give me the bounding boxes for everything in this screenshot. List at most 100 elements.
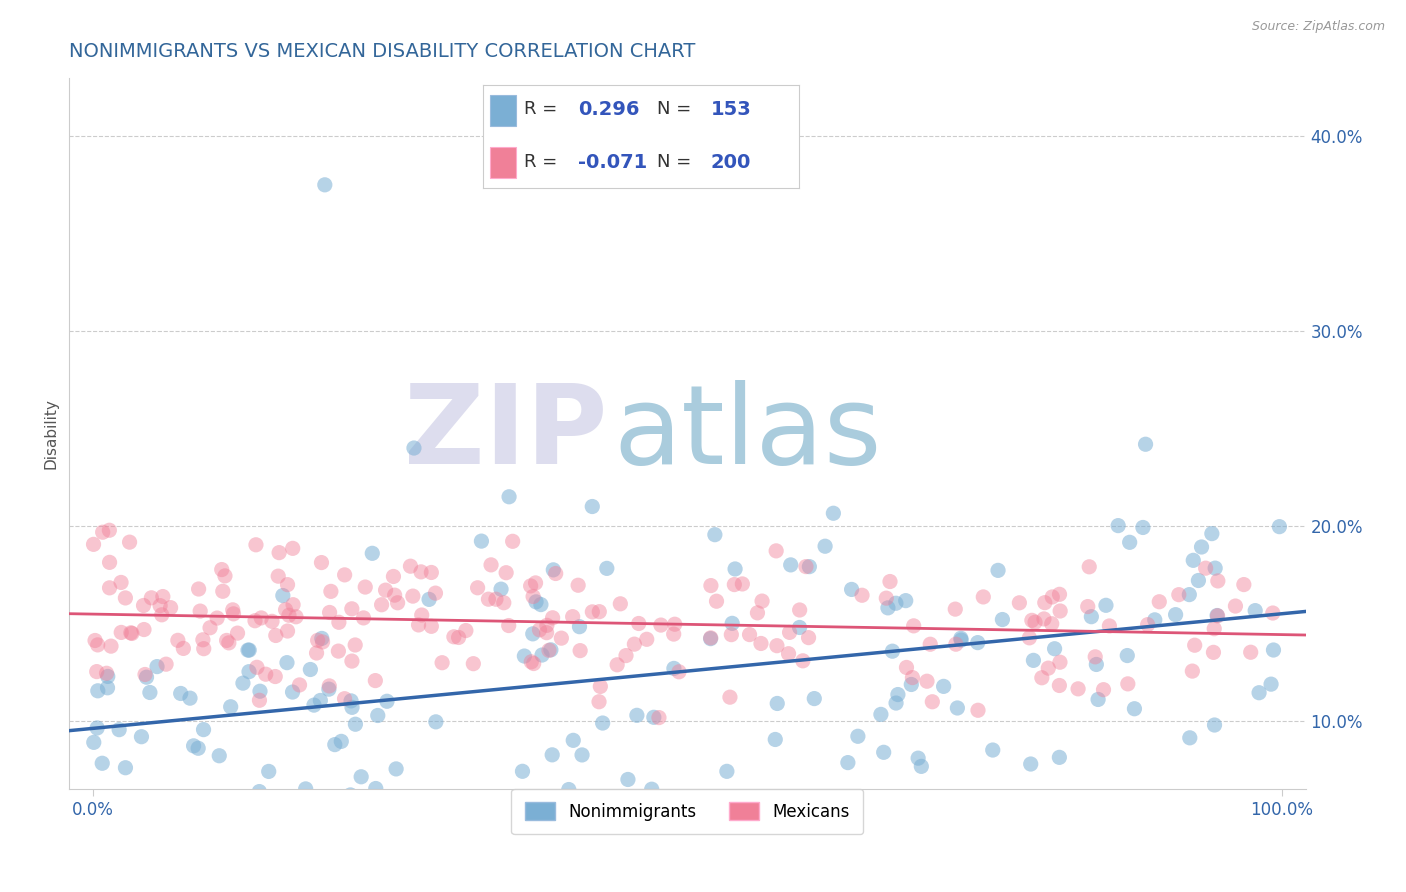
Point [187, 582, 209, 596]
Point [530, 598, 553, 612]
Point [882, 644, 904, 658]
Point [307, 633, 329, 648]
Point [264, 669, 287, 683]
Point [987, 563, 1010, 577]
Point [1008, 596, 1031, 610]
Point [340, 700, 363, 714]
Point [155, 657, 177, 672]
Point [766, 639, 789, 653]
Point [841, 582, 863, 597]
Point [1019, 757, 1042, 772]
Point [1078, 559, 1101, 574]
Point [318, 682, 340, 697]
Point [86, 721, 108, 735]
Point [485, 592, 508, 607]
Point [100, 639, 122, 653]
Point [1206, 608, 1229, 623]
Point [302, 698, 325, 712]
Point [375, 694, 398, 708]
Point [789, 620, 811, 634]
Point [318, 606, 340, 620]
Point [353, 611, 375, 625]
Point [823, 506, 845, 520]
Point [409, 565, 432, 579]
Point [981, 743, 1004, 757]
Point [721, 616, 744, 631]
Point [1143, 613, 1166, 627]
Point [589, 680, 612, 694]
Point [311, 632, 333, 646]
Point [118, 535, 141, 549]
Point [281, 598, 304, 612]
Point [238, 665, 260, 679]
Y-axis label: Disability: Disability [44, 398, 58, 469]
Point [208, 800, 231, 814]
Point [870, 707, 893, 722]
Point [361, 546, 384, 560]
Point [408, 618, 430, 632]
Point [519, 579, 541, 593]
Point [1018, 631, 1040, 645]
Point [1184, 638, 1206, 652]
Point [778, 647, 800, 661]
Point [513, 648, 536, 663]
Point [218, 636, 240, 650]
Point [132, 623, 155, 637]
Legend: Nonimmigrants, Mexicans: Nonimmigrants, Mexicans [512, 789, 863, 834]
Point [720, 627, 742, 641]
Point [247, 784, 270, 798]
Point [281, 541, 304, 556]
Point [131, 730, 153, 744]
Point [562, 733, 585, 747]
Point [1135, 437, 1157, 451]
Point [1022, 653, 1045, 667]
Point [188, 604, 211, 618]
Point [1202, 645, 1225, 659]
Point [643, 710, 665, 724]
Point [1049, 587, 1071, 601]
Point [198, 621, 221, 635]
Point [150, 607, 173, 622]
Point [214, 569, 236, 583]
Point [132, 599, 155, 613]
Point [706, 594, 728, 608]
Point [328, 615, 350, 630]
Point [193, 641, 215, 656]
Point [943, 602, 966, 616]
Point [120, 625, 142, 640]
Point [877, 600, 900, 615]
Point [141, 591, 163, 605]
Point [763, 732, 786, 747]
Point [1095, 599, 1118, 613]
Point [966, 635, 988, 649]
Point [333, 691, 356, 706]
Point [420, 619, 443, 633]
Point [250, 611, 273, 625]
Text: NONIMMIGRANTS VS MEXICAN DISABILITY CORRELATION CHART: NONIMMIGRANTS VS MEXICAN DISABILITY CORR… [69, 42, 696, 61]
Point [896, 660, 918, 674]
Point [183, 739, 205, 753]
Point [281, 685, 304, 699]
Point [269, 546, 291, 560]
Point [894, 593, 917, 607]
Point [219, 699, 242, 714]
Point [716, 764, 738, 779]
Point [249, 684, 271, 698]
Point [1047, 678, 1070, 692]
Point [299, 663, 322, 677]
Point [803, 691, 825, 706]
Point [114, 761, 136, 775]
Point [1268, 519, 1291, 533]
Point [1092, 682, 1115, 697]
Point [211, 584, 233, 599]
Point [636, 632, 658, 647]
Point [921, 695, 943, 709]
Point [1206, 608, 1229, 623]
Point [751, 594, 773, 608]
Point [609, 597, 631, 611]
Point [463, 657, 485, 671]
Point [606, 657, 628, 672]
Point [668, 665, 690, 679]
Point [789, 603, 811, 617]
Point [699, 632, 721, 646]
